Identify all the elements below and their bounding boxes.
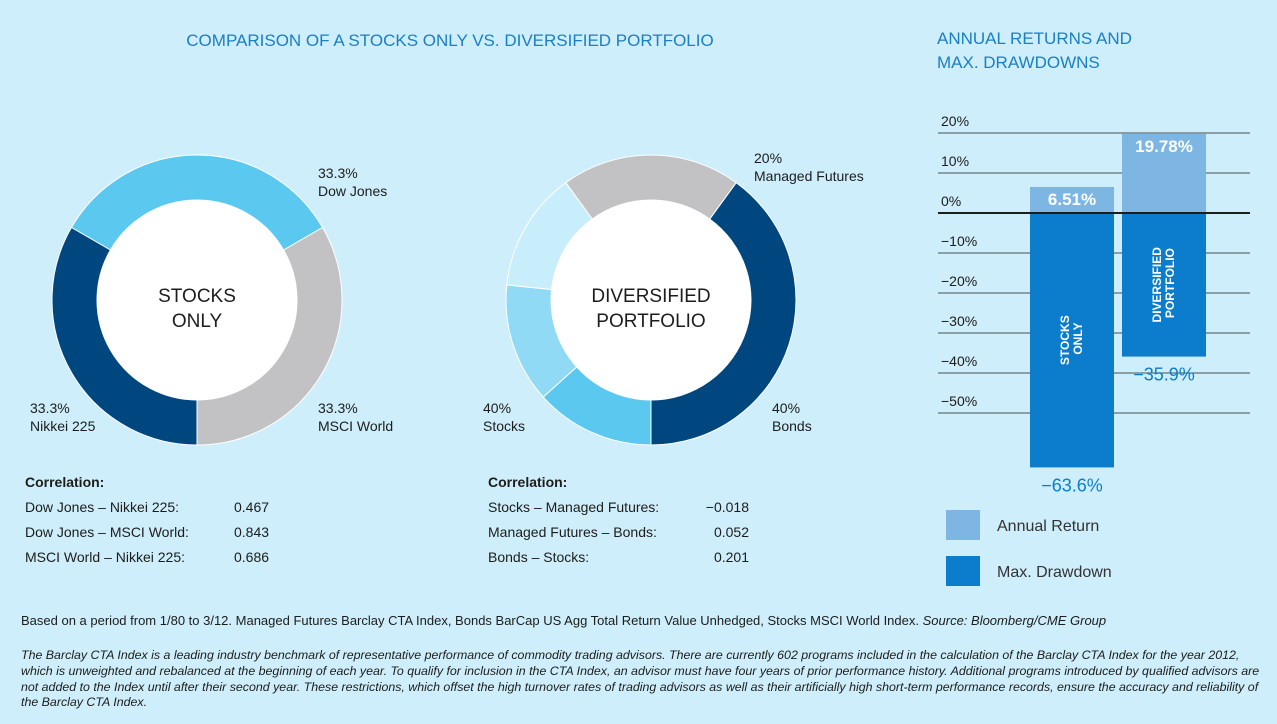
segment-value-label: 40%	[483, 400, 511, 416]
bar-chart-title: ANNUAL RETURNS AND	[937, 29, 1132, 48]
category-label: STOCKS ONLY	[1058, 315, 1085, 365]
y-tick-label: −30%	[941, 313, 977, 329]
segment-name-label: MSCI World	[318, 418, 393, 434]
donut-center	[97, 200, 297, 400]
footnote: Based on a period from 1/80 to 3/12. Man…	[21, 613, 1261, 628]
bar-chart-title: MAX. DRAWDOWNS	[937, 53, 1100, 72]
segment-name-label: Nikkei 225	[30, 418, 96, 434]
bar	[1122, 133, 1206, 213]
bar-value-label: 6.51%	[1048, 190, 1096, 209]
infographic: COMPARISON OF A STOCKS ONLY VS. DIVERSIF…	[25, 29, 1250, 586]
legend-swatch	[946, 556, 980, 586]
correlation-value: 0.686	[234, 549, 269, 565]
correlation-value: −0.018	[706, 499, 749, 515]
segment-name-label: Bonds	[772, 418, 812, 434]
y-tick-label: −50%	[941, 393, 977, 409]
segment-value-label: 40%	[772, 400, 800, 416]
y-tick-label: −40%	[941, 353, 977, 369]
legend-swatch	[946, 510, 980, 540]
correlation-value: 0.843	[234, 524, 269, 540]
donut-center-label: STOCKS	[158, 286, 236, 307]
correlation-value: 0.201	[714, 549, 749, 565]
bar	[1122, 213, 1206, 357]
page-title: COMPARISON OF A STOCKS ONLY VS. DIVERSIF…	[186, 31, 713, 50]
segment-value-label: 33.3%	[30, 400, 70, 416]
bar	[1030, 213, 1114, 468]
footnote-source: Source: Bloomberg/CME Group	[922, 613, 1107, 628]
bar-value-label: −35.9%	[1133, 365, 1195, 385]
y-tick-label: −20%	[941, 273, 977, 289]
correlation-pair: Stocks – Managed Futures:	[488, 499, 659, 515]
correlation-value: 0.467	[234, 499, 269, 515]
legend-label: Annual Return	[997, 518, 1099, 535]
segment-name-label: Dow Jones	[318, 183, 387, 199]
donut-center	[551, 200, 751, 400]
index-note: The Barclay CTA Index is a leading indus…	[21, 648, 1260, 710]
correlation-title: Correlation:	[25, 474, 104, 490]
bar	[1030, 186, 1114, 213]
correlation-value: 0.052	[714, 524, 749, 540]
y-tick-label: 20%	[941, 113, 969, 129]
correlation-pair: Dow Jones – MSCI World:	[25, 524, 189, 540]
donut-segment	[506, 181, 593, 291]
y-tick-label: 0%	[941, 193, 961, 209]
bar-value-label: 19.78%	[1135, 137, 1193, 156]
correlation-title: Correlation:	[488, 474, 567, 490]
bar-value-label: −63.6%	[1041, 475, 1103, 495]
y-tick-label: 10%	[941, 153, 969, 169]
segment-value-label: 20%	[754, 150, 782, 166]
y-tick-label: −10%	[941, 233, 977, 249]
segment-name-label: Managed Futures	[754, 168, 864, 184]
segment-value-label: 33.3%	[318, 165, 358, 181]
segment-name-label: Stocks	[483, 418, 525, 434]
correlation-pair: Dow Jones – Nikkei 225:	[25, 499, 179, 515]
donut-center-label: DIVERSIFIED	[591, 286, 710, 307]
legend-label: Max. Drawdown	[997, 564, 1112, 581]
footnote-basis: Based on a period from 1/80 to 3/12. Man…	[21, 613, 919, 628]
donut-center-label: PORTFOLIO	[596, 311, 705, 332]
correlation-pair: MSCI World – Nikkei 225:	[25, 549, 185, 565]
segment-value-label: 33.3%	[318, 400, 358, 416]
donut-center-label: ONLY	[172, 311, 223, 332]
correlation-pair: Bonds – Stocks:	[488, 549, 589, 565]
correlation-pair: Managed Futures – Bonds:	[488, 524, 657, 540]
category-label: DIVERSIFIED PORTFOLIO	[1150, 247, 1177, 323]
